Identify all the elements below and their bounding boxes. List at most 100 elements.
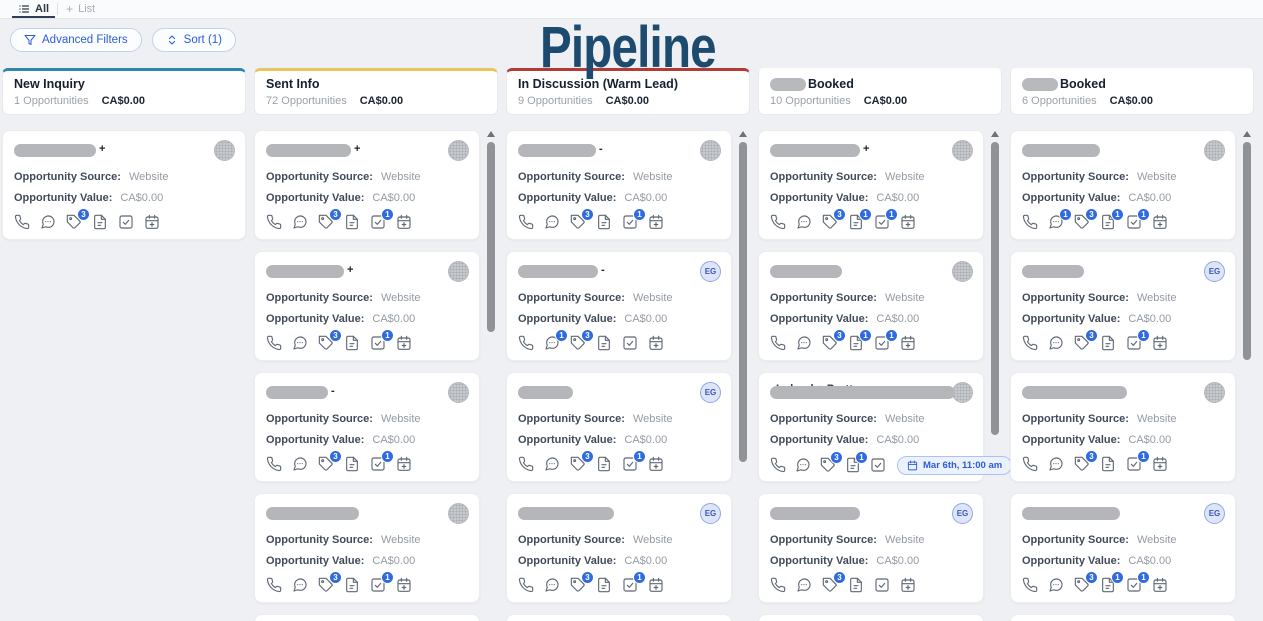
chat-icon[interactable]: [544, 456, 561, 473]
document-icon[interactable]: 1: [848, 329, 872, 352]
task-checkbox-icon[interactable]: [870, 457, 886, 474]
task-checkbox-icon[interactable]: 1: [370, 329, 394, 352]
scrollbar-thumb[interactable]: [1243, 142, 1251, 360]
opportunity-card[interactable]: EG Opportunity Source: Website Opportuni…: [758, 493, 984, 603]
tag-icon[interactable]: 3: [318, 329, 342, 352]
calendar-add-icon[interactable]: [1152, 577, 1169, 594]
opportunity-card[interactable]: EG Opportunity Source: Website Opportuni…: [1010, 493, 1236, 603]
tag-icon[interactable]: 3: [318, 571, 342, 594]
tag-icon[interactable]: 3: [822, 329, 846, 352]
document-icon[interactable]: [596, 335, 613, 352]
calendar-add-icon[interactable]: [900, 577, 917, 594]
phone-icon[interactable]: [1022, 335, 1039, 352]
column-scrollbar[interactable]: [486, 131, 496, 621]
task-checkbox-icon[interactable]: 1: [622, 571, 646, 594]
document-icon[interactable]: [596, 577, 613, 594]
opportunity-card[interactable]: Ireland + Pretton Opportunity Source: We…: [758, 372, 1013, 482]
phone-icon[interactable]: [266, 335, 283, 352]
chat-icon[interactable]: [795, 457, 811, 474]
opportunity-card[interactable]: Opportunity Source: Website Opportunity …: [758, 251, 984, 361]
phone-icon[interactable]: [266, 214, 283, 231]
phone-icon[interactable]: [518, 335, 535, 352]
opportunity-card[interactable]: Opportunity Source: Website Opportunity …: [758, 614, 984, 621]
calendar-add-icon[interactable]: [144, 214, 161, 231]
phone-icon[interactable]: [770, 457, 786, 474]
opportunity-card[interactable]: + Opportunity Source: Website Opportunit…: [758, 130, 984, 240]
phone-icon[interactable]: [266, 577, 283, 594]
task-checkbox-icon[interactable]: 1: [874, 329, 898, 352]
phone-icon[interactable]: [1022, 577, 1039, 594]
scroll-up-arrow[interactable]: [739, 131, 747, 137]
phone-icon[interactable]: [770, 335, 787, 352]
document-icon[interactable]: 1: [848, 208, 872, 231]
chat-icon[interactable]: [1048, 577, 1065, 594]
scroll-up-arrow[interactable]: [487, 131, 495, 137]
document-icon[interactable]: 1: [1100, 571, 1124, 594]
task-checkbox-icon[interactable]: 1: [370, 208, 394, 231]
opportunity-card[interactable]: - Opportunity Source: Website Opportunit…: [506, 130, 732, 240]
calendar-add-icon[interactable]: [648, 577, 665, 594]
chat-icon[interactable]: [40, 214, 57, 231]
opportunity-card[interactable]: Opportunity Source: Website Opportunity …: [254, 614, 480, 621]
calendar-add-icon[interactable]: [900, 335, 917, 352]
tag-icon[interactable]: 3: [570, 450, 594, 473]
phone-icon[interactable]: [266, 456, 283, 473]
task-checkbox-icon[interactable]: 1: [874, 208, 898, 231]
task-checkbox-icon[interactable]: 1: [1126, 571, 1150, 594]
calendar-add-icon[interactable]: [396, 456, 413, 473]
advanced-filters-button[interactable]: Advanced Filters: [10, 28, 142, 52]
document-icon[interactable]: [596, 214, 613, 231]
task-checkbox-icon[interactable]: [622, 335, 639, 352]
task-checkbox-icon[interactable]: [874, 577, 891, 594]
tag-icon[interactable]: 3: [1074, 571, 1098, 594]
tag-icon[interactable]: 3: [318, 450, 342, 473]
calendar-add-icon[interactable]: [900, 214, 917, 231]
sort-button[interactable]: Sort (1): [151, 28, 236, 52]
calendar-add-icon[interactable]: [1152, 456, 1169, 473]
tag-icon[interactable]: 3: [1074, 329, 1098, 352]
column-scrollbar[interactable]: [1242, 131, 1252, 621]
tag-icon[interactable]: 3: [318, 208, 342, 231]
tag-icon[interactable]: 3: [1074, 450, 1098, 473]
chat-icon[interactable]: [544, 577, 561, 594]
phone-icon[interactable]: [14, 214, 31, 231]
opportunity-card[interactable]: EG Opportunity Source: Website Opportuni…: [1010, 251, 1236, 361]
task-checkbox-icon[interactable]: 1: [370, 571, 394, 594]
document-icon[interactable]: [596, 456, 613, 473]
calendar-add-icon[interactable]: [648, 214, 665, 231]
tab-all[interactable]: All: [10, 0, 57, 18]
tag-icon[interactable]: 3: [822, 208, 846, 231]
calendar-add-icon[interactable]: [396, 577, 413, 594]
scroll-up-arrow[interactable]: [1243, 131, 1251, 137]
task-checkbox-icon[interactable]: [118, 214, 135, 231]
opportunity-card[interactable]: Opportunity Source: Website Opportunity …: [1010, 130, 1236, 240]
phone-icon[interactable]: [1022, 456, 1039, 473]
opportunity-card[interactable]: Opportunity Source: Website Opportunity …: [1010, 372, 1236, 482]
opportunity-card[interactable]: Opportunity Source: Website Opportunity …: [1010, 614, 1236, 621]
tag-icon[interactable]: 3: [570, 329, 594, 352]
chat-icon[interactable]: [796, 335, 813, 352]
task-checkbox-icon[interactable]: 1: [370, 450, 394, 473]
opportunity-card[interactable]: - Opportunity Source: Website Opportunit…: [254, 372, 480, 482]
phone-icon[interactable]: [518, 456, 535, 473]
document-icon[interactable]: [92, 214, 109, 231]
column-scrollbar[interactable]: [738, 131, 748, 621]
chat-icon[interactable]: [292, 577, 309, 594]
calendar-add-icon[interactable]: [648, 335, 665, 352]
chat-icon[interactable]: [292, 214, 309, 231]
calendar-add-icon[interactable]: [1152, 214, 1169, 231]
opportunity-card[interactable]: + Opportunity Source: Website Opportunit…: [2, 130, 246, 240]
document-icon[interactable]: [1100, 456, 1117, 473]
chat-icon[interactable]: [292, 335, 309, 352]
task-checkbox-icon[interactable]: 1: [1126, 450, 1150, 473]
opportunity-card[interactable]: Opportunity Source: Website Opportunity …: [506, 614, 732, 621]
chat-icon[interactable]: [1048, 456, 1065, 473]
document-icon[interactable]: [344, 335, 361, 352]
tag-icon[interactable]: 3: [570, 208, 594, 231]
column-scrollbar[interactable]: [990, 131, 1000, 621]
chat-icon[interactable]: [544, 214, 561, 231]
chat-icon[interactable]: [796, 214, 813, 231]
opportunity-card[interactable]: + Opportunity Source: Website Opportunit…: [254, 130, 480, 240]
task-checkbox-icon[interactable]: 1: [622, 208, 646, 231]
tag-icon[interactable]: 3: [822, 571, 846, 594]
